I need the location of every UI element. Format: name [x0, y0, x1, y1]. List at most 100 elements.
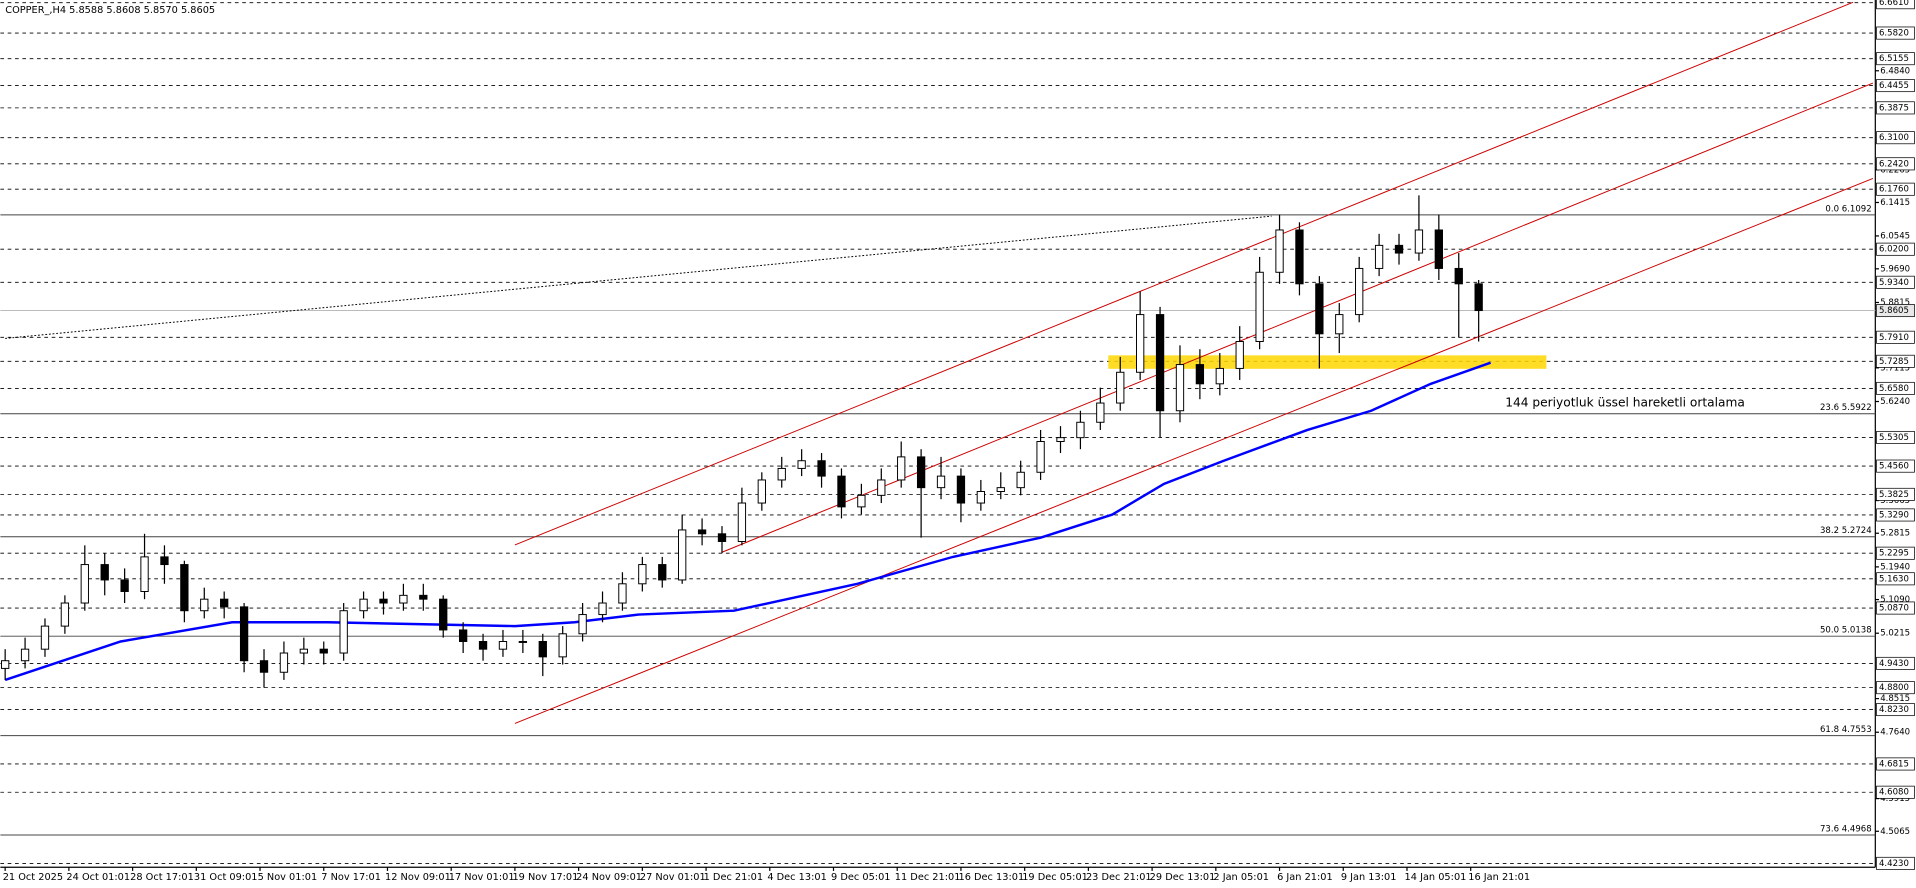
candle-body	[837, 475, 846, 508]
level-box	[1876, 546, 1915, 560]
candle-body	[1136, 314, 1145, 373]
level-box	[1876, 459, 1915, 473]
level-label: 6.6610	[1879, 0, 1909, 8]
level-box	[1876, 757, 1915, 771]
candle-body	[239, 606, 249, 662]
y-tick-label: 5.3665	[1880, 496, 1910, 506]
y-tick-label: 4.8515	[1880, 694, 1910, 704]
candle-body	[180, 564, 189, 612]
candle-body	[956, 475, 966, 504]
level-box	[1876, 26, 1915, 40]
candle-body	[678, 529, 687, 581]
level-label: 5.3825	[1879, 490, 1909, 500]
candle-body	[1474, 283, 1483, 312]
y-tick-label: 4.5065	[1880, 827, 1910, 837]
level-label: 5.7285	[1879, 357, 1909, 367]
candle-body	[936, 475, 946, 489]
y-tick-label: 6.0545	[1880, 231, 1910, 241]
candle-body	[80, 564, 89, 604]
level-label: 5.5305	[1879, 433, 1909, 443]
level-box	[1876, 601, 1915, 615]
fib-label: 0.0 6.1092	[1825, 204, 1871, 214]
level-label: 4.4230	[1879, 859, 1909, 869]
support-zone	[1108, 355, 1547, 369]
level-label: 5.9340	[1879, 278, 1909, 288]
candle-body	[618, 583, 627, 604]
candle-body	[697, 529, 707, 535]
candle-body	[1454, 267, 1463, 285]
x-tick-label: 6 Jan 21:01	[1277, 872, 1333, 883]
x-tick-label: 7 Nov 17:01	[321, 872, 381, 883]
candle-body	[1414, 229, 1424, 254]
level-box	[1876, 572, 1915, 586]
candle-body	[220, 598, 229, 608]
level-box	[1876, 703, 1915, 717]
candle-body	[339, 610, 348, 654]
x-tick-label: 31 Oct 09:01	[194, 872, 258, 883]
level-box	[1876, 430, 1915, 444]
y-tick-label: 5.0215	[1880, 629, 1910, 639]
level-box	[1876, 182, 1915, 196]
candle-body	[638, 564, 647, 585]
candle-body	[817, 460, 826, 477]
level-label: 5.1630	[1879, 574, 1909, 584]
level-label: 5.6580	[1879, 384, 1909, 394]
candle-body	[877, 479, 886, 496]
fib-label: 38.2 5.2724	[1820, 526, 1872, 536]
candle-body	[897, 456, 906, 481]
level-label: 5.3290	[1879, 510, 1909, 520]
level-label: 6.5155	[1879, 54, 1909, 64]
level-label: 5.4560	[1879, 462, 1909, 472]
candle-body	[319, 648, 328, 654]
level-label: 6.3100	[1879, 133, 1909, 143]
candle-body	[1016, 471, 1025, 489]
candle-body	[140, 556, 149, 592]
level-box	[1876, 785, 1915, 799]
candle-body	[1116, 371, 1125, 404]
candle-body	[1374, 244, 1384, 269]
x-tick-label: 21 Oct 2025	[3, 872, 63, 883]
x-tick-label: 11 Dec 21:01	[895, 872, 961, 883]
candle-body	[1076, 421, 1085, 439]
candle-body	[1195, 364, 1205, 385]
candle-body	[1255, 271, 1264, 342]
level-box	[1876, 157, 1915, 171]
level-label: 6.1760	[1879, 185, 1909, 195]
current-price-label: 5.8605	[1879, 306, 1909, 316]
level-box	[1876, 656, 1915, 670]
candle-body	[1295, 229, 1304, 285]
x-tick-label: 23 Dec 21:01	[1086, 872, 1152, 883]
trend-line	[5, 215, 1272, 339]
candle-body	[976, 491, 986, 504]
candle-body	[1096, 402, 1105, 423]
level-label: 5.2295	[1879, 549, 1909, 559]
x-tick-label: 19 Dec 05:01	[1022, 872, 1088, 883]
level-label: 6.2420	[1879, 159, 1909, 169]
level-box	[1876, 681, 1915, 695]
candle-body	[458, 629, 468, 642]
candle-body	[857, 494, 866, 508]
candle-body	[259, 660, 269, 673]
candle-body	[20, 648, 30, 662]
level-label: 4.8230	[1879, 705, 1909, 715]
level-label: 4.6080	[1879, 788, 1909, 798]
level-box	[1876, 381, 1915, 395]
candle-body	[299, 648, 308, 654]
y-tick-label: 4.7640	[1880, 728, 1910, 738]
trend-line	[514, 1, 1854, 546]
y-tick-label: 6.4840	[1880, 66, 1910, 76]
chart-title: COPPER_,H4 5.8588 5.8608 5.8570 5.8605	[5, 5, 215, 16]
candle-body	[379, 598, 388, 604]
level-label: 6.5820	[1879, 29, 1909, 39]
level-box	[1876, 131, 1915, 145]
y-tick-label: 5.8815	[1880, 298, 1910, 308]
candle-body	[1155, 314, 1165, 412]
candle-body	[717, 533, 727, 542]
level-label: 6.4455	[1879, 81, 1909, 91]
x-tick-label: 17 Nov 01:01	[449, 872, 515, 883]
candle-body	[1215, 367, 1224, 385]
fib-label: 50.0 5.0138	[1820, 626, 1872, 636]
level-box	[1876, 0, 1915, 10]
